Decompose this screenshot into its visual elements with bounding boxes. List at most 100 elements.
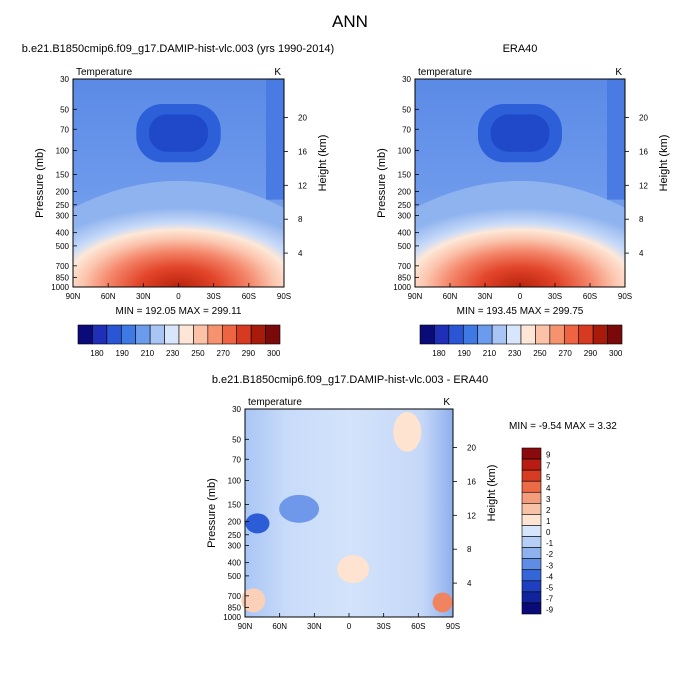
colorbar-swatch — [120, 324, 137, 345]
y-tick-label: 300 — [398, 212, 412, 221]
anomaly-warm — [393, 411, 422, 452]
x-tick-label: 0 — [347, 622, 352, 631]
colorbar-swatch — [521, 569, 542, 582]
anomaly-warm — [337, 555, 370, 584]
panel-title: b.e21.B1850cmip6.f09_g17.DAMIP-hist-vlc.… — [212, 374, 488, 386]
colorbar-swatch — [477, 324, 493, 345]
warm-dome — [415, 180, 625, 287]
colorbar-swatch — [520, 324, 536, 345]
x-tick-label: 90N — [238, 622, 253, 631]
polar-strip — [607, 79, 625, 200]
colorbar-swatch — [521, 580, 542, 593]
contour-field — [415, 79, 625, 287]
colorbar-swatch — [506, 324, 522, 345]
colorbar-swatch — [149, 324, 165, 345]
field-background — [245, 409, 453, 617]
colorbar-label: 300 — [267, 349, 281, 358]
colorbar-swatch — [535, 324, 551, 345]
y-tick-label: 30 — [60, 75, 69, 84]
colorbar-swatch — [77, 324, 93, 345]
y-tick-label: 250 — [398, 201, 412, 210]
y-tick-label: 400 — [56, 229, 70, 238]
x-tick-label: 60S — [583, 292, 597, 301]
y-tick-label: 200 — [56, 188, 70, 197]
colorbar-swatch — [92, 324, 108, 345]
y-tick-label: 500 — [56, 242, 70, 251]
y-tick-label: 700 — [228, 592, 242, 601]
colorbar-swatch — [491, 324, 507, 345]
height-tick-label: 20 — [467, 444, 476, 453]
colorbar: 9 7 5 4 3 2 1 0 -1 -2 -3 -4 -5 -7 -9 — [521, 447, 554, 615]
height-tick-label: 20 — [639, 114, 648, 123]
colorbar-swatch — [521, 591, 542, 604]
colorbar-label: 250 — [191, 349, 205, 358]
x-tick-label: 90S — [446, 622, 460, 631]
colorbar-swatch — [462, 324, 479, 345]
y-tick-label: 700 — [398, 262, 412, 271]
x-tick-label: 60N — [272, 622, 287, 631]
height-tick-label: 12 — [298, 181, 307, 190]
figure-title: ANN — [332, 12, 368, 31]
y-tick-label: 500 — [228, 572, 242, 581]
y-tick-label: 100 — [56, 146, 70, 155]
height-tick-label: 20 — [298, 114, 307, 123]
height-axis-title: Height (km) — [317, 135, 329, 192]
anomaly-warm — [432, 592, 453, 613]
x-tick-label: 30S — [548, 292, 562, 301]
colorbar-swatch — [563, 324, 580, 345]
cold-core-inner — [148, 114, 209, 152]
y-tick-label: 300 — [56, 212, 70, 221]
y-tick-label: 300 — [228, 542, 242, 551]
height-tick-label: 8 — [467, 545, 472, 554]
warm-dome — [73, 180, 284, 287]
cold-core-inner — [490, 114, 550, 152]
colorbar: 180 190 210 230 250 270 290 300 — [419, 324, 623, 358]
y-axis-title: Pressure (mb) — [206, 478, 218, 548]
y-tick-label: 100 — [228, 476, 242, 485]
height-tick-label: 16 — [467, 477, 476, 486]
x-tick-label: 90S — [618, 292, 632, 301]
colorbar-label: -7 — [546, 595, 554, 604]
x-tick-label: 60N — [101, 292, 116, 301]
x-tick-label: 60S — [242, 292, 256, 301]
colorbar-swatch — [521, 525, 542, 537]
y-tick-label: 70 — [402, 125, 411, 134]
x-tick-label: 0 — [518, 292, 523, 301]
variable-label: temperature — [418, 67, 472, 78]
height-axis-title: Height (km) — [658, 135, 670, 192]
colorbar-label: 1 — [546, 517, 551, 526]
height-tick-label: 8 — [639, 215, 644, 224]
colorbar-swatch — [236, 324, 252, 345]
polar-strip — [266, 79, 284, 200]
colorbar-label: 270 — [217, 349, 231, 358]
y-tick-label: 250 — [228, 531, 242, 540]
colorbar-label: 9 — [546, 451, 551, 460]
colorbar-swatch — [521, 480, 542, 493]
units-label: K — [443, 397, 450, 408]
panel-title: b.e21.B1850cmip6.f09_g17.DAMIP-hist-vlc.… — [22, 43, 334, 55]
colorbar-label: 210 — [141, 349, 155, 358]
min-max-stats: MIN = 192.05 MAX = 299.11 — [115, 306, 241, 317]
y-tick-label: 850 — [56, 273, 70, 282]
colorbar-swatch — [521, 514, 542, 526]
min-max-stats: MIN = 193.45 MAX = 299.75 — [457, 306, 584, 317]
colorbar-label: 2 — [546, 506, 551, 515]
colorbar-swatch — [419, 324, 435, 345]
colorbar-label: 250 — [533, 349, 547, 358]
colorbar-label: -2 — [546, 550, 554, 559]
colorbar-swatch — [592, 324, 608, 345]
colorbar-label: -4 — [546, 572, 554, 581]
y-axis-title: Pressure (mb) — [376, 148, 388, 218]
colorbar-swatch — [164, 324, 180, 345]
colorbar-label: -3 — [546, 561, 554, 570]
colorbar-swatch — [193, 324, 209, 345]
height-tick-label: 8 — [298, 215, 303, 224]
anomaly-cold — [245, 513, 270, 534]
min-max-stats: MIN = -9.54 MAX = 3.32 — [509, 421, 617, 432]
colorbar-swatch — [521, 447, 542, 460]
y-tick-label: 150 — [56, 170, 70, 179]
x-tick-label: 30S — [207, 292, 221, 301]
colorbar-label: -9 — [546, 606, 554, 615]
x-tick-label: 60S — [411, 622, 425, 631]
